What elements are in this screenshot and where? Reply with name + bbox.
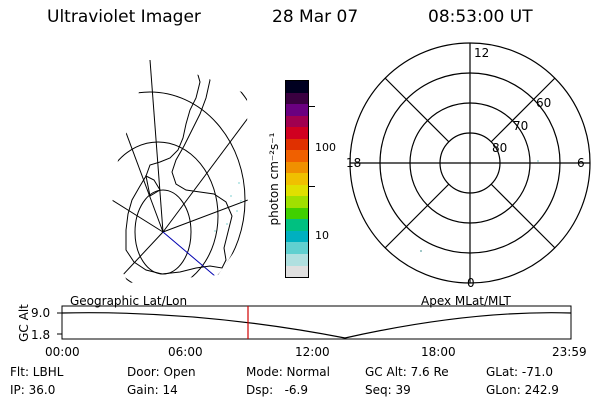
colorbar-swatch (286, 242, 308, 254)
lat-circle-2 (112, 141, 219, 283)
terminator-line (162, 231, 223, 283)
instrument-title: Ultraviolet Imager (47, 7, 201, 27)
gc-alt-value: GC Alt: 7.6 Re (365, 365, 449, 379)
colorbar-swatch (286, 184, 308, 197)
alt-plot-frame (61, 305, 572, 340)
geographic-caption: Geographic Lat/Lon (70, 294, 188, 308)
colorbar-swatch (286, 115, 308, 128)
aurora-speck (420, 250, 422, 252)
coastline (125, 67, 233, 275)
meridian-3 (112, 199, 164, 233)
colorbar-swatch (286, 138, 308, 151)
door-value: Door: Open (127, 365, 196, 379)
colorbar-swatch (286, 92, 308, 105)
lat-circle-3 (112, 91, 246, 283)
colorbar-swatch (286, 173, 308, 185)
colorbar-swatch (286, 230, 308, 243)
alt-ytick-1.8: 1.8 (31, 328, 51, 342)
mode-value: Mode: Normal (246, 365, 330, 379)
ring-label-70: 70 (513, 119, 529, 133)
clock-label-0: 0 (467, 276, 475, 290)
glon-value: GLon: 242.9 (486, 383, 559, 397)
alt-xtick-1200: 12:00 (295, 345, 330, 359)
meridian-6 (162, 117, 248, 233)
colorbar-swatch (286, 196, 308, 208)
colorbar-tick-10: 10 (315, 229, 329, 242)
meridian-1 (149, 59, 164, 233)
gain-value: Gain: 14 (127, 383, 178, 397)
ip-value: IP: 36.0 (10, 383, 56, 397)
clock-label-18: 18 (346, 156, 362, 170)
clock-label-6: 6 (577, 156, 585, 170)
colorbar-tick-100: 100 (315, 141, 336, 154)
diag-3 (384, 183, 450, 249)
colorbar-swatch (286, 161, 308, 174)
apex-caption: Apex MLat/MLT (421, 294, 511, 308)
alt-xtick-2359: 23:59 (552, 345, 587, 359)
diag-4 (490, 183, 556, 249)
colorbar-swatch (286, 207, 308, 220)
ring-label-80: 80 (492, 141, 508, 155)
colorbar (285, 80, 309, 278)
alt-xtick-0000: 00:00 (45, 345, 80, 359)
colorbar-swatch (286, 104, 308, 116)
meridian-4 (119, 231, 164, 279)
colorbar-swatch (286, 81, 308, 93)
dsp-value: Dsp: -6.9 (246, 383, 309, 397)
alt-ytick-9: 9.0 (31, 306, 51, 320)
altitude-curve (61, 312, 572, 339)
alt-xtick-0600: 06:00 (168, 345, 203, 359)
colorbar-swatch (286, 150, 308, 162)
colorbar-swatch (286, 265, 308, 278)
alt-xtick-1800: 18:00 (421, 345, 456, 359)
time-label: 08:53:00 UT (428, 7, 533, 27)
diag-2 (490, 77, 556, 143)
aurora-specks (214, 182, 242, 232)
diag-1 (384, 77, 450, 143)
aurora-speck (537, 160, 539, 162)
colorbar-swatch (286, 219, 308, 231)
filter-value: Flt: LBHL (10, 365, 64, 379)
ring-label-60: 60 (536, 96, 552, 110)
meridian-5 (162, 199, 248, 233)
date-label: 28 Mar 07 (272, 7, 359, 27)
colorbar-swatch (286, 253, 308, 266)
seq-value: Seq: 39 (365, 383, 411, 397)
clock-label-12: 12 (474, 46, 490, 60)
colorbar-swatch (286, 127, 308, 139)
glat-value: GLat: -71.0 (486, 365, 553, 379)
coastline-islands (145, 175, 161, 197)
